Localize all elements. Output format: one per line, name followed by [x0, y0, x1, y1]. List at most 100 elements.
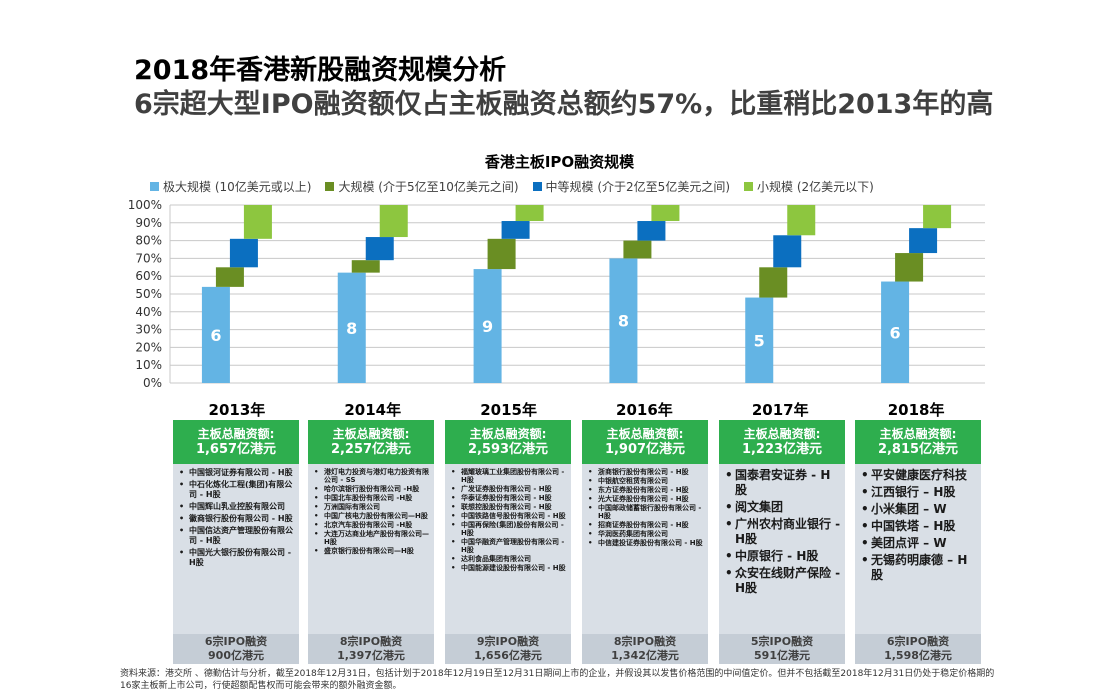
list-item: 中国北车股份有限公司 -H股	[314, 494, 430, 502]
list-item: 无锡药明康德 – H股	[861, 553, 977, 583]
bar-count-label: 6	[210, 326, 221, 345]
list-item: 万洲国际有限公司	[314, 503, 430, 511]
box-footer-count: 5宗IPO融资	[750, 635, 814, 648]
y-tick-label: 60%	[135, 269, 162, 283]
x-category-label: 2013年	[209, 401, 266, 419]
list-item: 大连万达商业地产股份有限公司—H股	[314, 530, 430, 546]
legend-item-large: 大规模 (介于5亿至10亿美元之间)	[325, 178, 519, 195]
box-footer-count: 8宗IPO融资	[613, 635, 677, 648]
box-footer-amount: 1,342亿港元	[611, 649, 679, 662]
box-footer: 8宗IPO融资 1,342亿港元	[582, 634, 708, 664]
box-footer-count: 6宗IPO融资	[204, 635, 268, 648]
y-tick-label: 80%	[135, 234, 162, 248]
box-header-amount: 1,657亿港元	[195, 442, 277, 457]
list-item: 中信建投证券股份有限公司 - H股	[588, 539, 704, 547]
bar-count-label: 8	[618, 312, 629, 331]
box-header-amount: 1,907亿港元	[604, 442, 686, 457]
year-summary-box: 主板总融资额:1,223亿港元国泰君安证券 - H股阅文集团广州农村商业银行 -…	[719, 420, 845, 664]
legend-swatch-large	[325, 182, 335, 191]
list-item: 平安健康医疗科技	[861, 468, 977, 483]
list-item: 中国辉山乳业控股有限公司	[179, 502, 295, 512]
bar-medium	[365, 237, 394, 261]
chart-title: 香港主板IPO融资规模	[484, 153, 635, 171]
list-item: 北京汽车股份有限公司 -H股	[314, 521, 430, 529]
box-header: 主板总融资额: 1,223亿港元	[719, 420, 845, 464]
y-tick-label: 20%	[135, 340, 162, 354]
list-item: 中国邮政储蓄银行股份有限公司 - H股	[588, 504, 704, 520]
list-item: 小米集团 – W	[861, 502, 977, 517]
bar-large	[759, 267, 788, 298]
bar-small	[379, 205, 408, 238]
bar-very-large	[473, 269, 502, 383]
bar-large	[351, 260, 380, 273]
bar-very-large	[881, 281, 910, 383]
bar-large	[215, 267, 244, 287]
list-item: 中国华融资产管理股份有限公司 - H股	[451, 538, 567, 554]
bar-small	[651, 205, 680, 222]
list-item: 中石化炼化工程(集团)有限公司 - H股	[179, 480, 295, 500]
list-item: 盛京银行股份有限公司—H股	[314, 547, 430, 555]
bar-medium	[773, 235, 802, 268]
box-footer: 6宗IPO融资 1,598亿港元	[855, 634, 981, 664]
list-item: 美团点评 – W	[861, 536, 977, 551]
box-footer: 9宗IPO融资 1,656亿港元	[445, 634, 571, 664]
list-item: 众安在线财产保险 - H股	[725, 566, 841, 596]
company-list: 福耀玻璃工业集团股份有限公司 - H股广发证券股份有限公司 - H股华泰证券股份…	[445, 464, 571, 631]
year-summary-box: 主板总融资额:1,907亿港元浙商银行股份有限公司 - H股中银航空租赁有限公司…	[582, 420, 708, 664]
list-item: 中国光大银行股份有限公司 - H股	[179, 548, 295, 568]
list-item: 中原银行 - H股	[725, 549, 841, 564]
x-category-label: 2014年	[344, 401, 401, 419]
list-item: 国泰君安证券 - H股	[725, 468, 841, 498]
box-footer-amount: 591亿港元	[754, 649, 810, 662]
box-header-amount: 2,815亿港元	[877, 442, 959, 457]
box-footer-count: 9宗IPO融资	[476, 635, 540, 648]
list-item: 港灯电力投资与港灯电力投资有限公司 - SS	[314, 468, 430, 484]
box-footer-count: 8宗IPO融资	[339, 635, 403, 648]
y-tick-label: 70%	[135, 251, 162, 265]
box-footer: 8宗IPO融资 1,397亿港元	[308, 634, 434, 664]
bar-small	[923, 205, 952, 229]
company-list: 国泰君安证券 - H股阅文集团广州农村商业银行 - H股中原银行 - H股众安在…	[719, 464, 845, 631]
list-item: 广州农村商业银行 - H股	[725, 517, 841, 547]
list-item: 中国广核电力股份有限公司—H股	[314, 512, 430, 520]
box-footer-amount: 900亿港元	[208, 649, 264, 662]
company-list: 中国银河证券有限公司 - H股中石化炼化工程(集团)有限公司 - H股中国辉山乳…	[173, 464, 299, 631]
company-list: 港灯电力投资与港灯电力投资有限公司 - SS哈尔滨银行股份有限公司 -H股中国北…	[308, 464, 434, 631]
list-item: 广发证券股份有限公司 - H股	[451, 485, 567, 493]
legend-item-small: 小规模 (2亿美元以下)	[744, 178, 874, 195]
box-header-amount: 1,223亿港元	[741, 442, 823, 457]
bar-large	[623, 240, 652, 259]
box-header: 主板总融资额: 2,257亿港元	[308, 420, 434, 464]
bar-medium	[637, 221, 666, 241]
list-item: 中国银河证券有限公司 - H股	[179, 468, 295, 478]
box-footer: 6宗IPO融资 900亿港元	[173, 634, 299, 664]
source-note: 资料来源：港交所 、德勤估计与分析，截至2018年12月31日，包括计划于201…	[120, 669, 995, 691]
year-summary-box: 主板总融资额:1,657亿港元中国银河证券有限公司 - H股中石化炼化工程(集团…	[173, 420, 299, 664]
x-category-label: 2017年	[752, 401, 809, 419]
box-header-amount: 2,257亿港元	[330, 442, 412, 457]
y-tick-label: 50%	[135, 287, 162, 301]
list-item: 中国铁路信号股份有限公司 - H股	[451, 512, 567, 520]
bar-medium	[501, 221, 530, 239]
legend-label-medium: 中等规模 (介于2亿至5亿美元之间)	[545, 180, 730, 194]
bar-very-large	[201, 286, 230, 383]
list-item: 中国能源建设股份有限公司 - H股	[451, 564, 567, 572]
list-item: 哈尔滨银行股份有限公司 -H股	[314, 485, 430, 493]
x-category-label: 2015年	[480, 401, 537, 419]
legend-swatch-medium	[532, 182, 542, 191]
bar-medium	[229, 238, 258, 268]
bar-medium	[909, 228, 938, 254]
bar-very-large	[745, 297, 774, 383]
box-footer: 5宗IPO融资 591亿港元	[719, 634, 845, 664]
legend-item-medium: 中等规模 (介于2亿至5亿美元之间)	[532, 178, 730, 195]
box-header: 主板总融资额: 2,593亿港元	[445, 420, 571, 464]
box-header-label: 主板总融资额:	[469, 427, 547, 441]
y-tick-label: 30%	[135, 323, 162, 337]
list-item: 中银航空租赁有限公司	[588, 477, 704, 485]
box-header: 主板总融资额: 1,907亿港元	[582, 420, 708, 464]
box-header-label: 主板总融资额:	[879, 427, 957, 441]
box-header-label: 主板总融资额:	[197, 427, 275, 441]
box-footer-count: 6宗IPO融资	[886, 635, 950, 648]
box-header-label: 主板总融资额:	[606, 427, 684, 441]
bar-count-label: 5	[754, 331, 765, 350]
